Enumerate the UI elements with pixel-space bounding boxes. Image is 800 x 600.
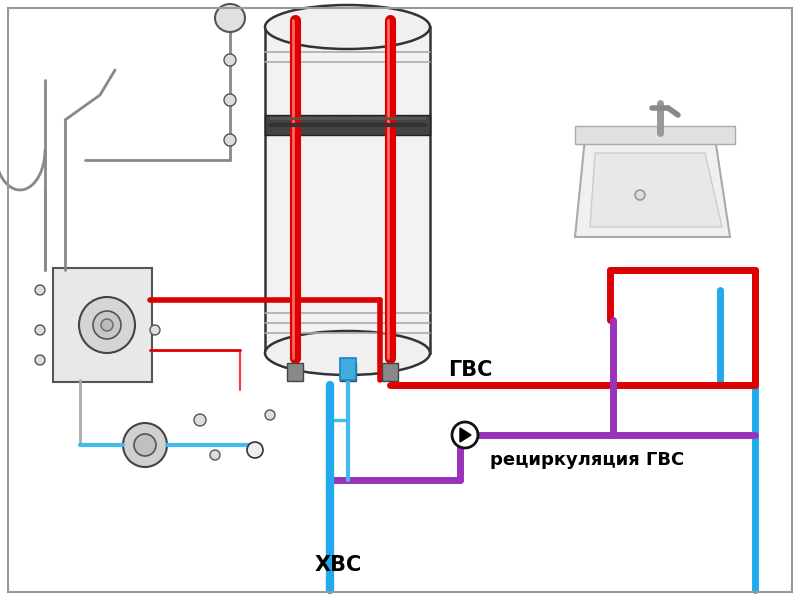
Bar <box>339 358 355 380</box>
FancyBboxPatch shape <box>53 268 152 382</box>
Circle shape <box>452 422 478 448</box>
Circle shape <box>134 434 156 456</box>
Bar <box>339 363 355 381</box>
Circle shape <box>194 414 206 426</box>
Circle shape <box>35 355 45 365</box>
Polygon shape <box>460 428 471 442</box>
Bar <box>265 27 430 353</box>
Bar <box>382 363 398 381</box>
Polygon shape <box>575 138 730 237</box>
Circle shape <box>101 319 113 331</box>
Circle shape <box>35 325 45 335</box>
Bar <box>287 363 303 381</box>
Circle shape <box>93 311 121 339</box>
Ellipse shape <box>265 331 430 375</box>
Ellipse shape <box>265 5 430 49</box>
Circle shape <box>224 54 236 66</box>
Circle shape <box>224 134 236 146</box>
Bar <box>265 115 430 135</box>
Circle shape <box>224 94 236 106</box>
Circle shape <box>210 450 220 460</box>
Ellipse shape <box>215 4 245 32</box>
Circle shape <box>150 325 160 335</box>
Bar <box>575 126 735 144</box>
Circle shape <box>35 285 45 295</box>
Circle shape <box>247 442 263 458</box>
Text: рециркуляция ГВС: рециркуляция ГВС <box>490 451 684 469</box>
Text: ГВС: ГВС <box>448 360 492 380</box>
Polygon shape <box>590 153 722 227</box>
Circle shape <box>79 297 135 353</box>
Text: ХВС: ХВС <box>315 555 362 575</box>
Circle shape <box>265 410 275 420</box>
Circle shape <box>123 423 167 467</box>
Circle shape <box>635 190 645 200</box>
